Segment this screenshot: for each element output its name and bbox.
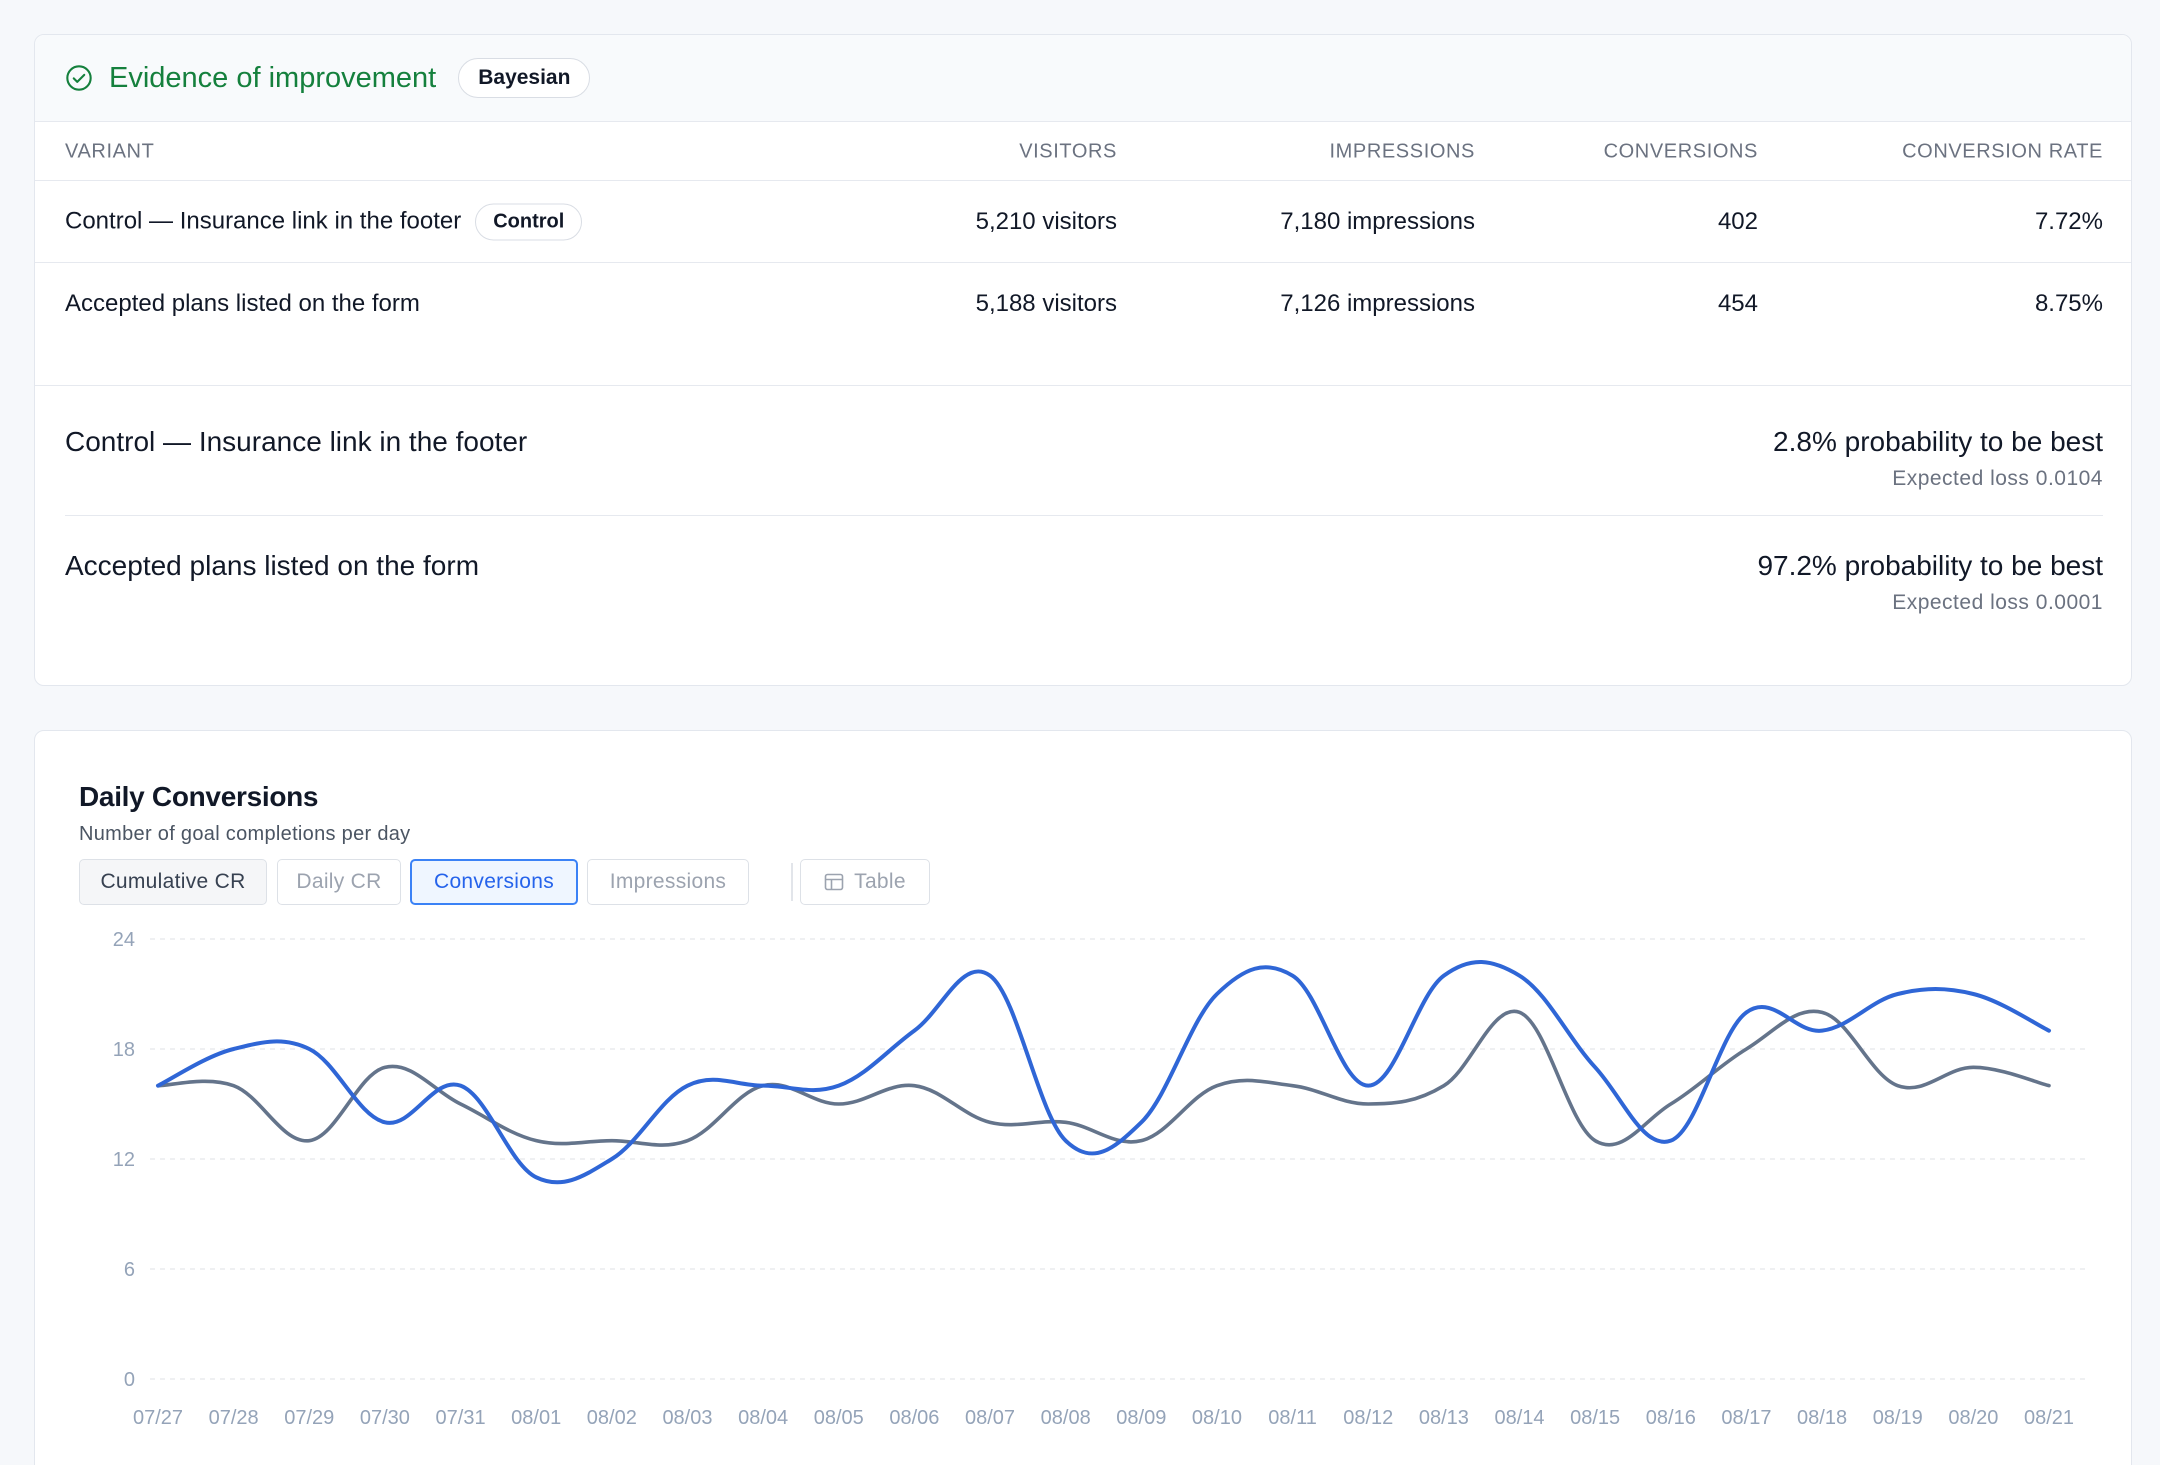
variant-name-text: Control — Insurance link in the footer — [65, 206, 462, 234]
y-tick-label: 12 — [113, 1149, 135, 1171]
variant-name: Control — Insurance link in the footer Co… — [65, 203, 583, 240]
x-tick-label: 08/09 — [1116, 1407, 1166, 1429]
series-line-1 — [156, 1009, 2051, 1147]
x-tick-label: 08/12 — [1343, 1407, 1393, 1429]
x-tick-label: 08/01 — [511, 1407, 561, 1429]
visitors-value: 5,210 visitors — [975, 207, 1117, 235]
x-tick-label: 07/29 — [284, 1407, 334, 1429]
column-header-variant: VARIANT — [65, 140, 155, 162]
table-row: Control — Insurance link in the footer Co… — [35, 181, 2131, 263]
x-tick-label: 08/21 — [2024, 1407, 2074, 1429]
table-icon — [824, 873, 844, 891]
y-tick-label: 6 — [124, 1259, 135, 1281]
tab-divider — [791, 863, 793, 901]
results-title: Evidence of improvement — [109, 61, 437, 94]
x-tick-label: 08/20 — [1948, 1407, 1998, 1429]
tab-table-label: Table — [854, 870, 906, 893]
x-tick-label: 08/17 — [1721, 1407, 1771, 1429]
x-tick-label: 08/15 — [1570, 1407, 1620, 1429]
x-tick-label: 08/14 — [1494, 1407, 1544, 1429]
x-tick-label: 07/27 — [133, 1407, 183, 1429]
probability-value: 2.8% probability to be best — [1773, 426, 2103, 457]
chart-subtitle: Number of goal completions per day — [79, 823, 411, 845]
probability-value: 97.2% probability to be best — [1757, 550, 2103, 581]
x-tick-label: 08/04 — [738, 1407, 788, 1429]
x-tick-label: 08/07 — [965, 1407, 1015, 1429]
results-card: Evidence of improvement Bayesian VARIANT… — [34, 34, 2132, 686]
results-header: Evidence of improvement Bayesian — [35, 35, 2131, 122]
y-tick-label: 0 — [124, 1369, 135, 1391]
x-tick-label: 08/03 — [662, 1407, 712, 1429]
x-tick-label: 08/18 — [1797, 1407, 1847, 1429]
x-tick-label: 07/30 — [360, 1407, 410, 1429]
probability-variant-name: Control — Insurance link in the footer — [65, 426, 528, 457]
chart-title: Daily Conversions — [79, 781, 319, 812]
x-tick-label: 08/13 — [1419, 1407, 1469, 1429]
column-header-conversion-rate: CONVERSION RATE — [1902, 140, 2103, 162]
y-tick-label: 24 — [113, 929, 135, 951]
conversions-chart: 0 6 12 18 24 07/27 07/28 07/29 07/30 07/31 08/01 08… — [113, 929, 2089, 1429]
probability-section: Control — Insurance link in the footer 2… — [35, 385, 2131, 685]
x-tick-label: 08/05 — [814, 1407, 864, 1429]
conversions-value: 454 — [1717, 290, 1758, 317]
probability-row: Accepted plans listed on the form 97.2% … — [65, 516, 2103, 646]
y-tick-label: 18 — [113, 1039, 135, 1061]
series-line-0 — [156, 960, 2051, 1185]
tab-table[interactable]: Table — [800, 859, 930, 905]
visitors-value: 5,188 visitors — [975, 290, 1117, 317]
tab-daily-cr[interactable]: Daily CR — [277, 859, 401, 905]
method-badge: Bayesian — [458, 58, 591, 98]
x-tick-label: 08/11 — [1268, 1407, 1317, 1429]
x-tick-label: 08/02 — [587, 1407, 637, 1429]
variant-name: Accepted plans listed on the form — [65, 290, 420, 317]
tab-impressions[interactable]: Impressions — [587, 859, 749, 905]
column-header-impressions: IMPRESSIONS — [1329, 140, 1475, 162]
x-tick-label: 08/10 — [1192, 1407, 1242, 1429]
x-tick-label: 08/19 — [1873, 1407, 1923, 1429]
conversion-rate-value: 8.75% — [2034, 290, 2103, 317]
table-header: VARIANT VISITORS IMPRESSIONS CONVERSIONS… — [35, 123, 2131, 181]
x-tick-label: 08/08 — [1041, 1407, 1091, 1429]
chart-card: 0 6 12 18 24 07/27 07/28 07/29 07/30 07/31 08/01 08… — [34, 730, 2132, 1465]
conversions-value: 402 — [1717, 207, 1758, 235]
impressions-value: 7,180 impressions — [1280, 207, 1475, 235]
x-tick-label: 07/28 — [209, 1407, 259, 1429]
x-tick-label: 08/06 — [889, 1407, 939, 1429]
tab-cumulative-cr[interactable]: Cumulative CR — [79, 859, 267, 905]
control-badge: Control — [475, 203, 583, 240]
column-header-conversions: CONVERSIONS — [1603, 140, 1758, 162]
x-tick-label: 08/16 — [1646, 1407, 1696, 1429]
conversion-rate-value: 7.72% — [2034, 207, 2103, 235]
x-tick-label: 07/31 — [436, 1407, 486, 1429]
expected-loss: Expected loss 0.0104 — [1892, 467, 2103, 490]
probability-row: Control — Insurance link in the footer 2… — [65, 386, 2103, 516]
check-circle-icon — [66, 65, 92, 91]
probability-variant-name: Accepted plans listed on the form — [65, 550, 480, 581]
tab-conversions[interactable]: Conversions — [410, 859, 578, 905]
expected-loss: Expected loss 0.0001 — [1892, 591, 2103, 614]
table-row: Accepted plans listed on the form 5,188 … — [35, 263, 2131, 345]
column-header-visitors: VISITORS — [1019, 140, 1117, 162]
impressions-value: 7,126 impressions — [1280, 290, 1475, 317]
